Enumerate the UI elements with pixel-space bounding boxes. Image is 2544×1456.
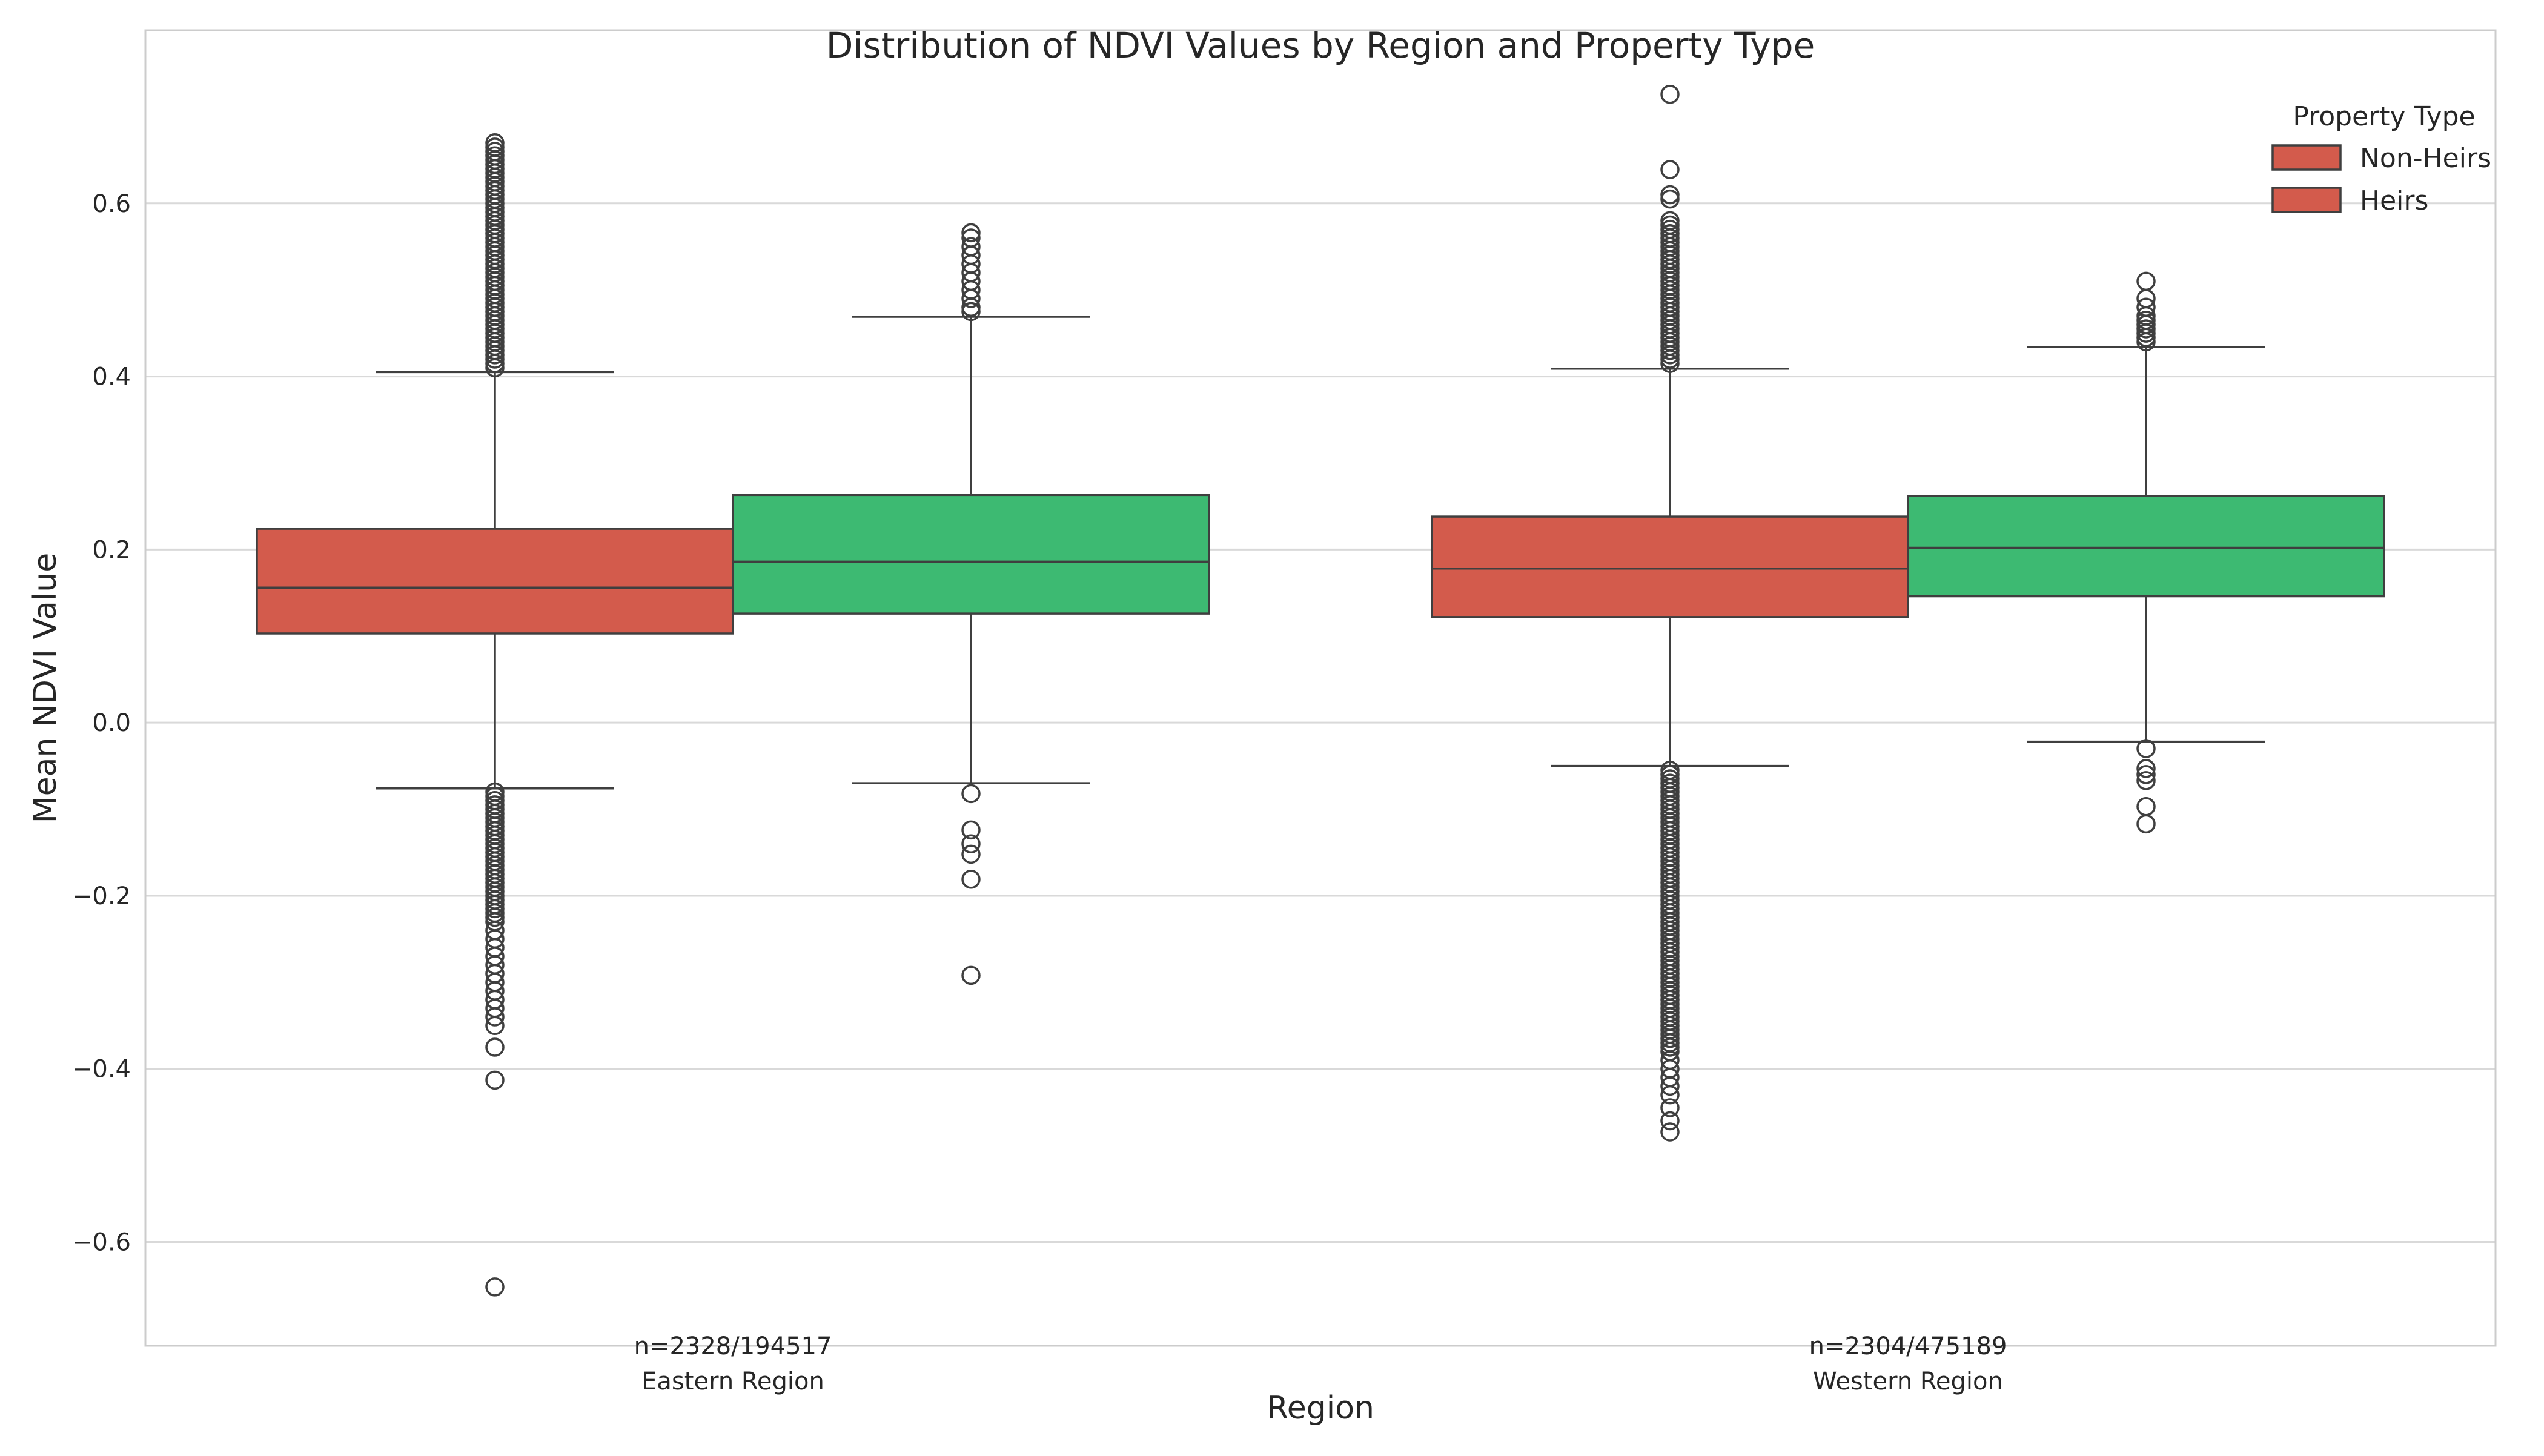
x-tick-label: Western Region: [1813, 1368, 2003, 1395]
outlier-point: [1660, 84, 1680, 104]
chart-title: Distribution of NDVI Values by Region an…: [826, 25, 1815, 66]
y-tick-label: 0.4: [92, 363, 131, 391]
x-tick-count-label: n=2304/475189: [1809, 1332, 2007, 1360]
outlier-point: [961, 302, 981, 322]
outlier-point: [1660, 1098, 1680, 1117]
outlier-point: [1660, 1122, 1680, 1142]
x-axis-label: Region: [1267, 1390, 1374, 1426]
iqr-box: [1907, 495, 2385, 598]
outlier-point: [485, 1007, 505, 1027]
iqr-box: [1431, 515, 1909, 618]
y-tick-label: 0.0: [92, 709, 131, 737]
box-heirs: [1907, 346, 2385, 743]
x-tick-label: Eastern Region: [641, 1368, 824, 1395]
outlier-point: [2136, 797, 2156, 816]
y-tick-label: −0.6: [72, 1229, 131, 1257]
outlier-point: [2136, 759, 2156, 778]
y-tick-label: 0.2: [92, 536, 131, 564]
outlier-point: [2136, 332, 2156, 352]
y-tick-label: −0.4: [72, 1056, 131, 1084]
outlier-point: [961, 965, 981, 985]
y-tick-label: −0.2: [72, 882, 131, 910]
outlier-point: [485, 1037, 505, 1057]
legend-label-heirs: Heirs: [2360, 185, 2428, 216]
outlier-point: [961, 223, 981, 243]
outlier-point: [2136, 271, 2156, 291]
y-axis-label: Mean NDVI Value: [27, 553, 64, 823]
outlier-point: [961, 870, 981, 889]
outlier-point: [1660, 189, 1680, 209]
outlier-point: [1660, 1111, 1680, 1131]
outlier-point: [485, 1016, 505, 1036]
legend-label-non-heirs: Non-Heirs: [2360, 143, 2491, 174]
outlier-point: [2136, 771, 2156, 790]
outlier-point: [2136, 814, 2156, 834]
legend-title: Property Type: [2293, 101, 2475, 132]
y-tick-labels: −0.6 −0.4 −0.2 0.0 0.2 0.4 0.6: [72, 190, 131, 1257]
iqr-box: [256, 528, 734, 635]
iqr-box: [732, 494, 1210, 615]
outliers: [485, 84, 2156, 1297]
outlier-point: [961, 844, 981, 864]
legend: Property Type Non-Heirs Heirs: [2271, 101, 2491, 216]
outlier-point: [961, 834, 981, 853]
outlier-point: [1660, 160, 1680, 179]
boxes: [256, 316, 2385, 790]
box-non-heirs: [256, 371, 734, 790]
outlier-point: [1660, 1076, 1680, 1096]
outlier-point: [485, 1070, 505, 1090]
box-non-heirs: [1431, 367, 1909, 767]
outlier-point: [961, 289, 981, 308]
outlier-point: [485, 1277, 505, 1297]
x-tick-labels: n=2328/194517 Eastern Region n=2304/475189…: [634, 1332, 2007, 1395]
legend-swatch-non-heirs: [2271, 144, 2342, 171]
outlier-point: [1660, 185, 1680, 205]
plot-frame: [144, 29, 2497, 1347]
outlier-point: [961, 820, 981, 840]
x-tick-count-label: n=2328/194517: [634, 1332, 832, 1360]
outlier-point: [961, 784, 981, 804]
outlier-point: [485, 358, 505, 378]
y-tick-label: 0.6: [92, 190, 131, 218]
box-heirs: [732, 316, 1210, 784]
outlier-point: [1660, 354, 1680, 373]
outlier-point: [2136, 739, 2156, 758]
outlier-point: [2136, 765, 2156, 784]
legend-swatch-heirs: [2271, 187, 2342, 213]
outlier-point: [1660, 1085, 1680, 1105]
